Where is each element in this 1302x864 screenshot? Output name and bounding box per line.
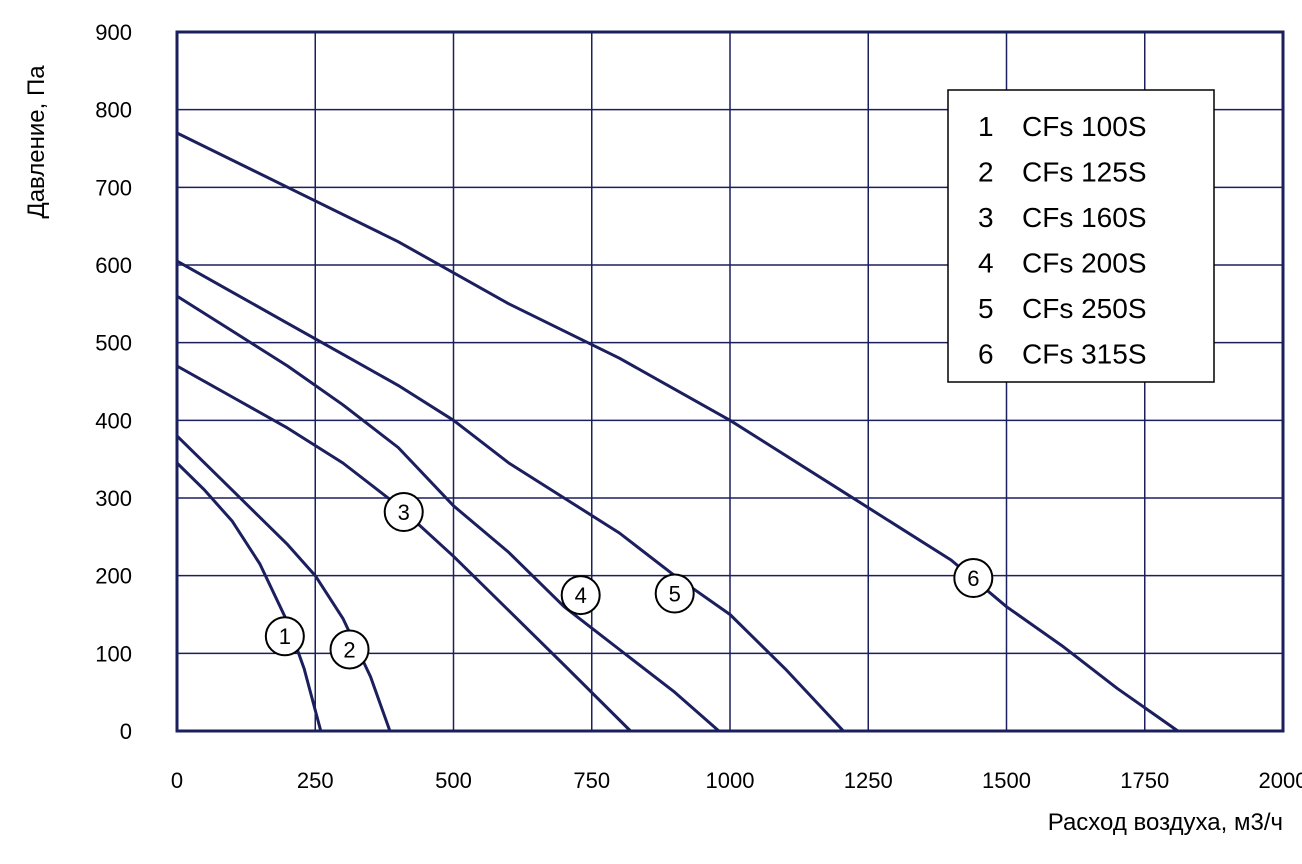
legend-number: 6: [978, 339, 994, 370]
legend-entry: CFs 125S: [1022, 157, 1147, 188]
x-axis-ticks: 0 250 500 750 1000 1250 1500 1750 2000: [171, 768, 1302, 793]
legend-number: 4: [978, 248, 994, 279]
x-tick-label: 750: [573, 768, 610, 793]
series-label-3: 3: [398, 500, 410, 525]
curve-labels: 1 2 3 4 5 6: [264, 491, 994, 670]
y-tick-label: 0: [120, 719, 132, 744]
legend-number: 1: [978, 111, 994, 142]
legend-number: 5: [978, 293, 994, 324]
series-marker-4: [560, 575, 601, 616]
x-tick-label: 1000: [706, 768, 755, 793]
legend-entry: CFs 100S: [1022, 111, 1147, 142]
y-tick-label: 800: [95, 98, 132, 123]
series-label-5: 5: [669, 582, 681, 607]
x-tick-label: 1750: [1120, 768, 1169, 793]
y-tick-label: 900: [95, 20, 132, 45]
y-tick-label: 600: [95, 253, 132, 278]
legend-entry: CFs 200S: [1022, 248, 1147, 279]
x-tick-label: 1500: [982, 768, 1031, 793]
series-marker-5: [654, 573, 695, 614]
series-line-5: [176, 259, 845, 733]
x-tick-label: 500: [435, 768, 472, 793]
series-label-1: 1: [279, 624, 291, 649]
series-label-6: 6: [967, 566, 979, 591]
x-axis-title: Расход воздуха, м3/ч: [1048, 809, 1283, 836]
series-line-6: [176, 131, 1179, 733]
y-tick-label: 200: [95, 564, 132, 589]
legend-entry: CFs 160S: [1022, 202, 1147, 233]
y-tick-label: 400: [95, 408, 132, 433]
legend-number: 3: [978, 202, 994, 233]
x-tick-label: 250: [297, 768, 334, 793]
legend-entry: CFs 250S: [1022, 293, 1147, 324]
x-tick-label: 0: [171, 768, 183, 793]
series-line-2: [175, 434, 392, 732]
series-line-4: [176, 294, 720, 733]
x-tick-label: 2000: [1259, 768, 1302, 793]
y-tick-label: 100: [95, 641, 132, 666]
series-marker-3: [383, 491, 424, 532]
y-tick-label: 700: [95, 175, 132, 200]
series-marker-1: [264, 616, 305, 657]
legend-entry: CFs 315S: [1022, 339, 1147, 370]
series-line-1: [175, 461, 323, 732]
plot-frame: [175, 30, 1285, 733]
y-axis-title: Давление, Па: [23, 65, 50, 219]
legend-box: [947, 89, 1215, 383]
y-tick-label: 300: [95, 486, 132, 511]
y-axis-ticks: 0 100 200 300 400 500 600 700 800 900: [95, 20, 132, 744]
legend: 1 CFs 100S 2 CFs 125S 3 CFs 160S 4 CFs 200S 5 CFs…: [947, 89, 1215, 383]
y-tick-label: 500: [95, 331, 132, 356]
x-tick-label: 1250: [844, 768, 893, 793]
legend-number: 2: [978, 157, 994, 188]
series-marker-2: [329, 629, 370, 670]
series-marker-6: [953, 557, 994, 598]
series-label-2: 2: [343, 637, 355, 662]
series-label-4: 4: [575, 583, 587, 608]
